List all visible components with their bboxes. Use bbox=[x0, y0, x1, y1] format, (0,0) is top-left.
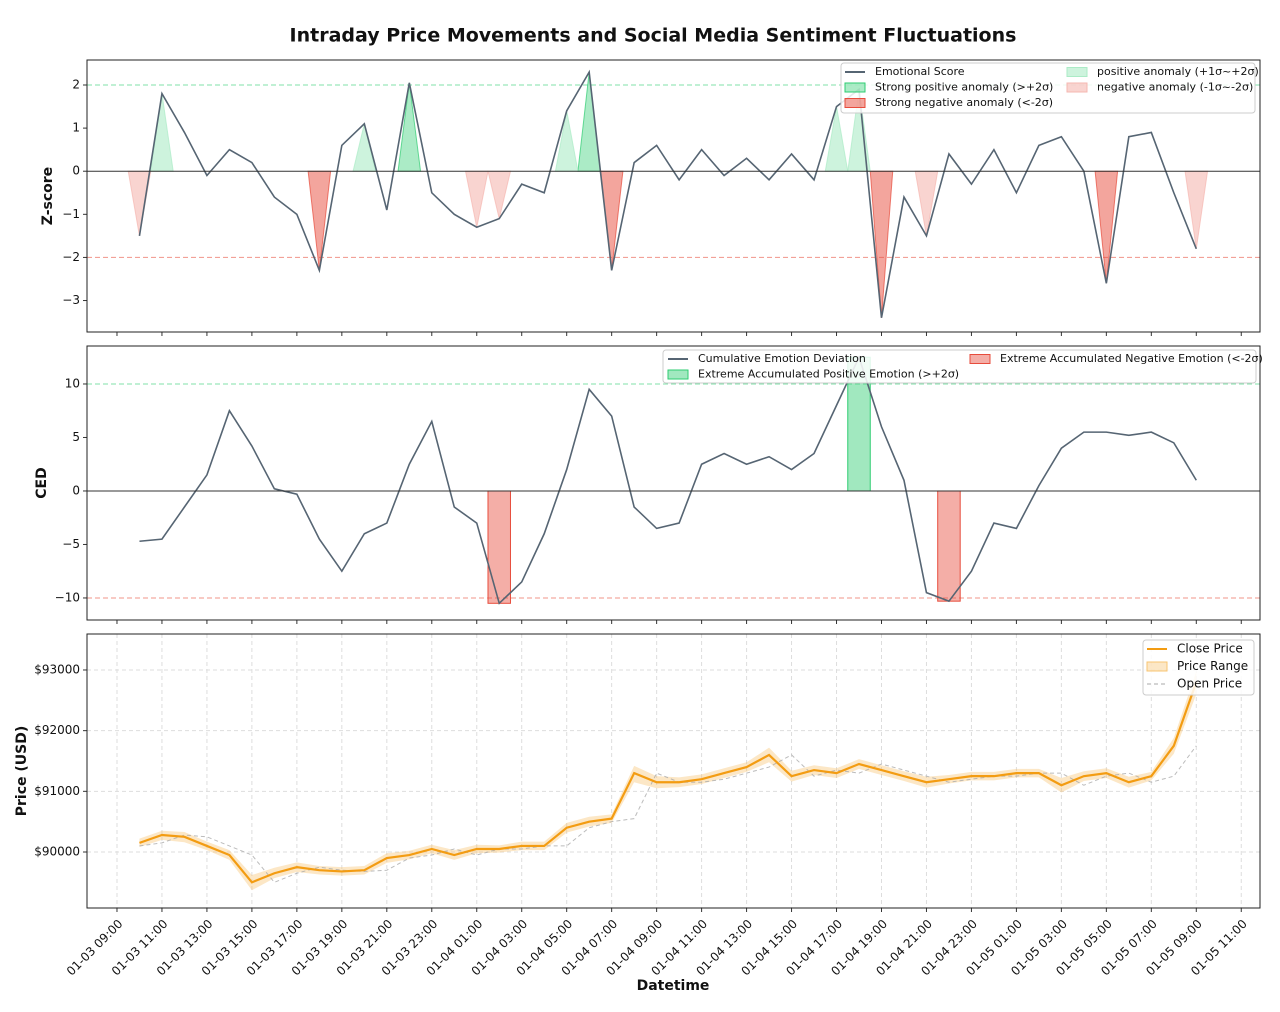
legend-swatch bbox=[844, 82, 866, 93]
legend: Cumulative Emotion Deviation Extreme Accu… bbox=[662, 349, 1263, 384]
y-tick-label: 2 bbox=[72, 78, 80, 92]
legend-label: Cumulative Emotion Deviation bbox=[698, 352, 866, 365]
legend-label: Extreme Accumulated Positive Emotion (>+… bbox=[698, 368, 959, 381]
legend-swatch bbox=[844, 98, 866, 108]
y-axis-label: Z-score bbox=[40, 167, 56, 225]
legend-label: Price Range bbox=[1177, 659, 1248, 673]
y-tick-label: −10 bbox=[55, 590, 80, 604]
series-line bbox=[139, 681, 1198, 884]
legend-label: Open Price bbox=[1177, 677, 1242, 691]
y-axis-label: Price (USD) bbox=[14, 726, 30, 817]
legend-box bbox=[1142, 639, 1255, 696]
legend-swatch bbox=[1146, 661, 1168, 672]
legend-label: negative anomaly (-1σ~-2σ) bbox=[1097, 81, 1253, 94]
legend-swatch bbox=[1066, 82, 1088, 93]
legend-box bbox=[840, 62, 1256, 114]
axes-frame bbox=[86, 345, 1261, 621]
y-tick-label: −1 bbox=[62, 207, 80, 221]
legend: Emotional Score Strong positive anomaly (… bbox=[840, 62, 1259, 114]
y-tick-label: −3 bbox=[62, 293, 80, 307]
chart-title: Intraday Price Movements and Social Medi… bbox=[290, 25, 1017, 47]
legend-box bbox=[662, 349, 1257, 384]
axes-frame bbox=[86, 59, 1261, 333]
y-axis-label: CED bbox=[34, 467, 50, 498]
series-line bbox=[139, 355, 1197, 605]
extreme-fill bbox=[487, 490, 511, 604]
series-line bbox=[138, 69, 1198, 318]
extreme-fill bbox=[937, 490, 961, 602]
plot-area bbox=[87, 69, 1260, 318]
y-tick-label: 0 bbox=[72, 483, 80, 497]
y-tick-label: $93000 bbox=[34, 662, 80, 676]
y-tick-label: −5 bbox=[62, 537, 80, 551]
y-tick-label: 0 bbox=[72, 164, 80, 178]
y-tick-label: 10 bbox=[65, 376, 80, 390]
legend: Close Price Price Range Open Price bbox=[1142, 639, 1255, 696]
y-tick-label: $92000 bbox=[34, 723, 80, 737]
y-tick-label: $91000 bbox=[34, 784, 80, 798]
y-tick-label: 5 bbox=[72, 430, 80, 444]
legend-label: Extreme Accumulated Negative Emotion (<-… bbox=[1000, 352, 1263, 365]
legend-swatch bbox=[667, 369, 689, 380]
y-tick-label: 1 bbox=[72, 121, 80, 135]
y-tick-label: −2 bbox=[62, 250, 80, 264]
legend-label: positive anomaly (+1σ~+2σ) bbox=[1097, 65, 1259, 78]
x-axis-label: Datetime bbox=[637, 978, 710, 994]
legend-swatch bbox=[1066, 67, 1088, 77]
legend-label: Strong negative anomaly (<-2σ) bbox=[875, 96, 1053, 109]
plot-area bbox=[87, 355, 1260, 605]
plot-area bbox=[87, 634, 1260, 908]
price-range bbox=[139, 671, 1197, 891]
legend-label: Close Price bbox=[1177, 642, 1243, 656]
open-price-line bbox=[139, 745, 1197, 883]
legend-label: Emotional Score bbox=[875, 65, 965, 78]
axes-frame bbox=[86, 633, 1261, 909]
legend-swatch bbox=[969, 354, 991, 364]
y-tick-label: $90000 bbox=[34, 844, 80, 858]
legend-label: Strong positive anomaly (>+2σ) bbox=[875, 81, 1053, 94]
